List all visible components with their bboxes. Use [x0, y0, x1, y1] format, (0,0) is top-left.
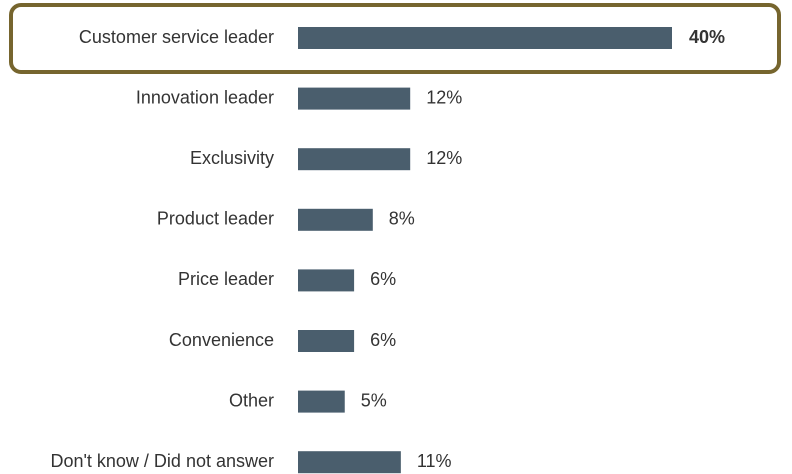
- bar: [298, 390, 345, 413]
- category-label: Exclusivity: [190, 148, 274, 168]
- category-label: Convenience: [169, 330, 274, 350]
- value-label: 12%: [426, 148, 462, 168]
- bar: [298, 148, 411, 171]
- value-label: 12%: [426, 87, 462, 107]
- value-label: 6%: [370, 330, 396, 350]
- highlight-box: [9, 3, 781, 74]
- category-label: Don't know / Did not answer: [50, 451, 274, 471]
- value-label: 6%: [370, 269, 396, 289]
- bar: [298, 208, 373, 231]
- category-label: Price leader: [178, 269, 274, 289]
- category-label: Product leader: [157, 209, 274, 229]
- category-label: Innovation leader: [136, 87, 274, 107]
- value-label: 40%: [689, 27, 725, 47]
- value-label: 8%: [389, 209, 415, 229]
- bar: [298, 269, 355, 292]
- category-label: Other: [229, 390, 274, 410]
- bar: [298, 451, 401, 474]
- bar: [298, 87, 411, 110]
- bar: [298, 330, 355, 352]
- bar: [298, 27, 672, 49]
- category-label: Customer service leader: [79, 27, 274, 47]
- value-label: 5%: [361, 390, 387, 410]
- value-label: 11%: [417, 451, 452, 471]
